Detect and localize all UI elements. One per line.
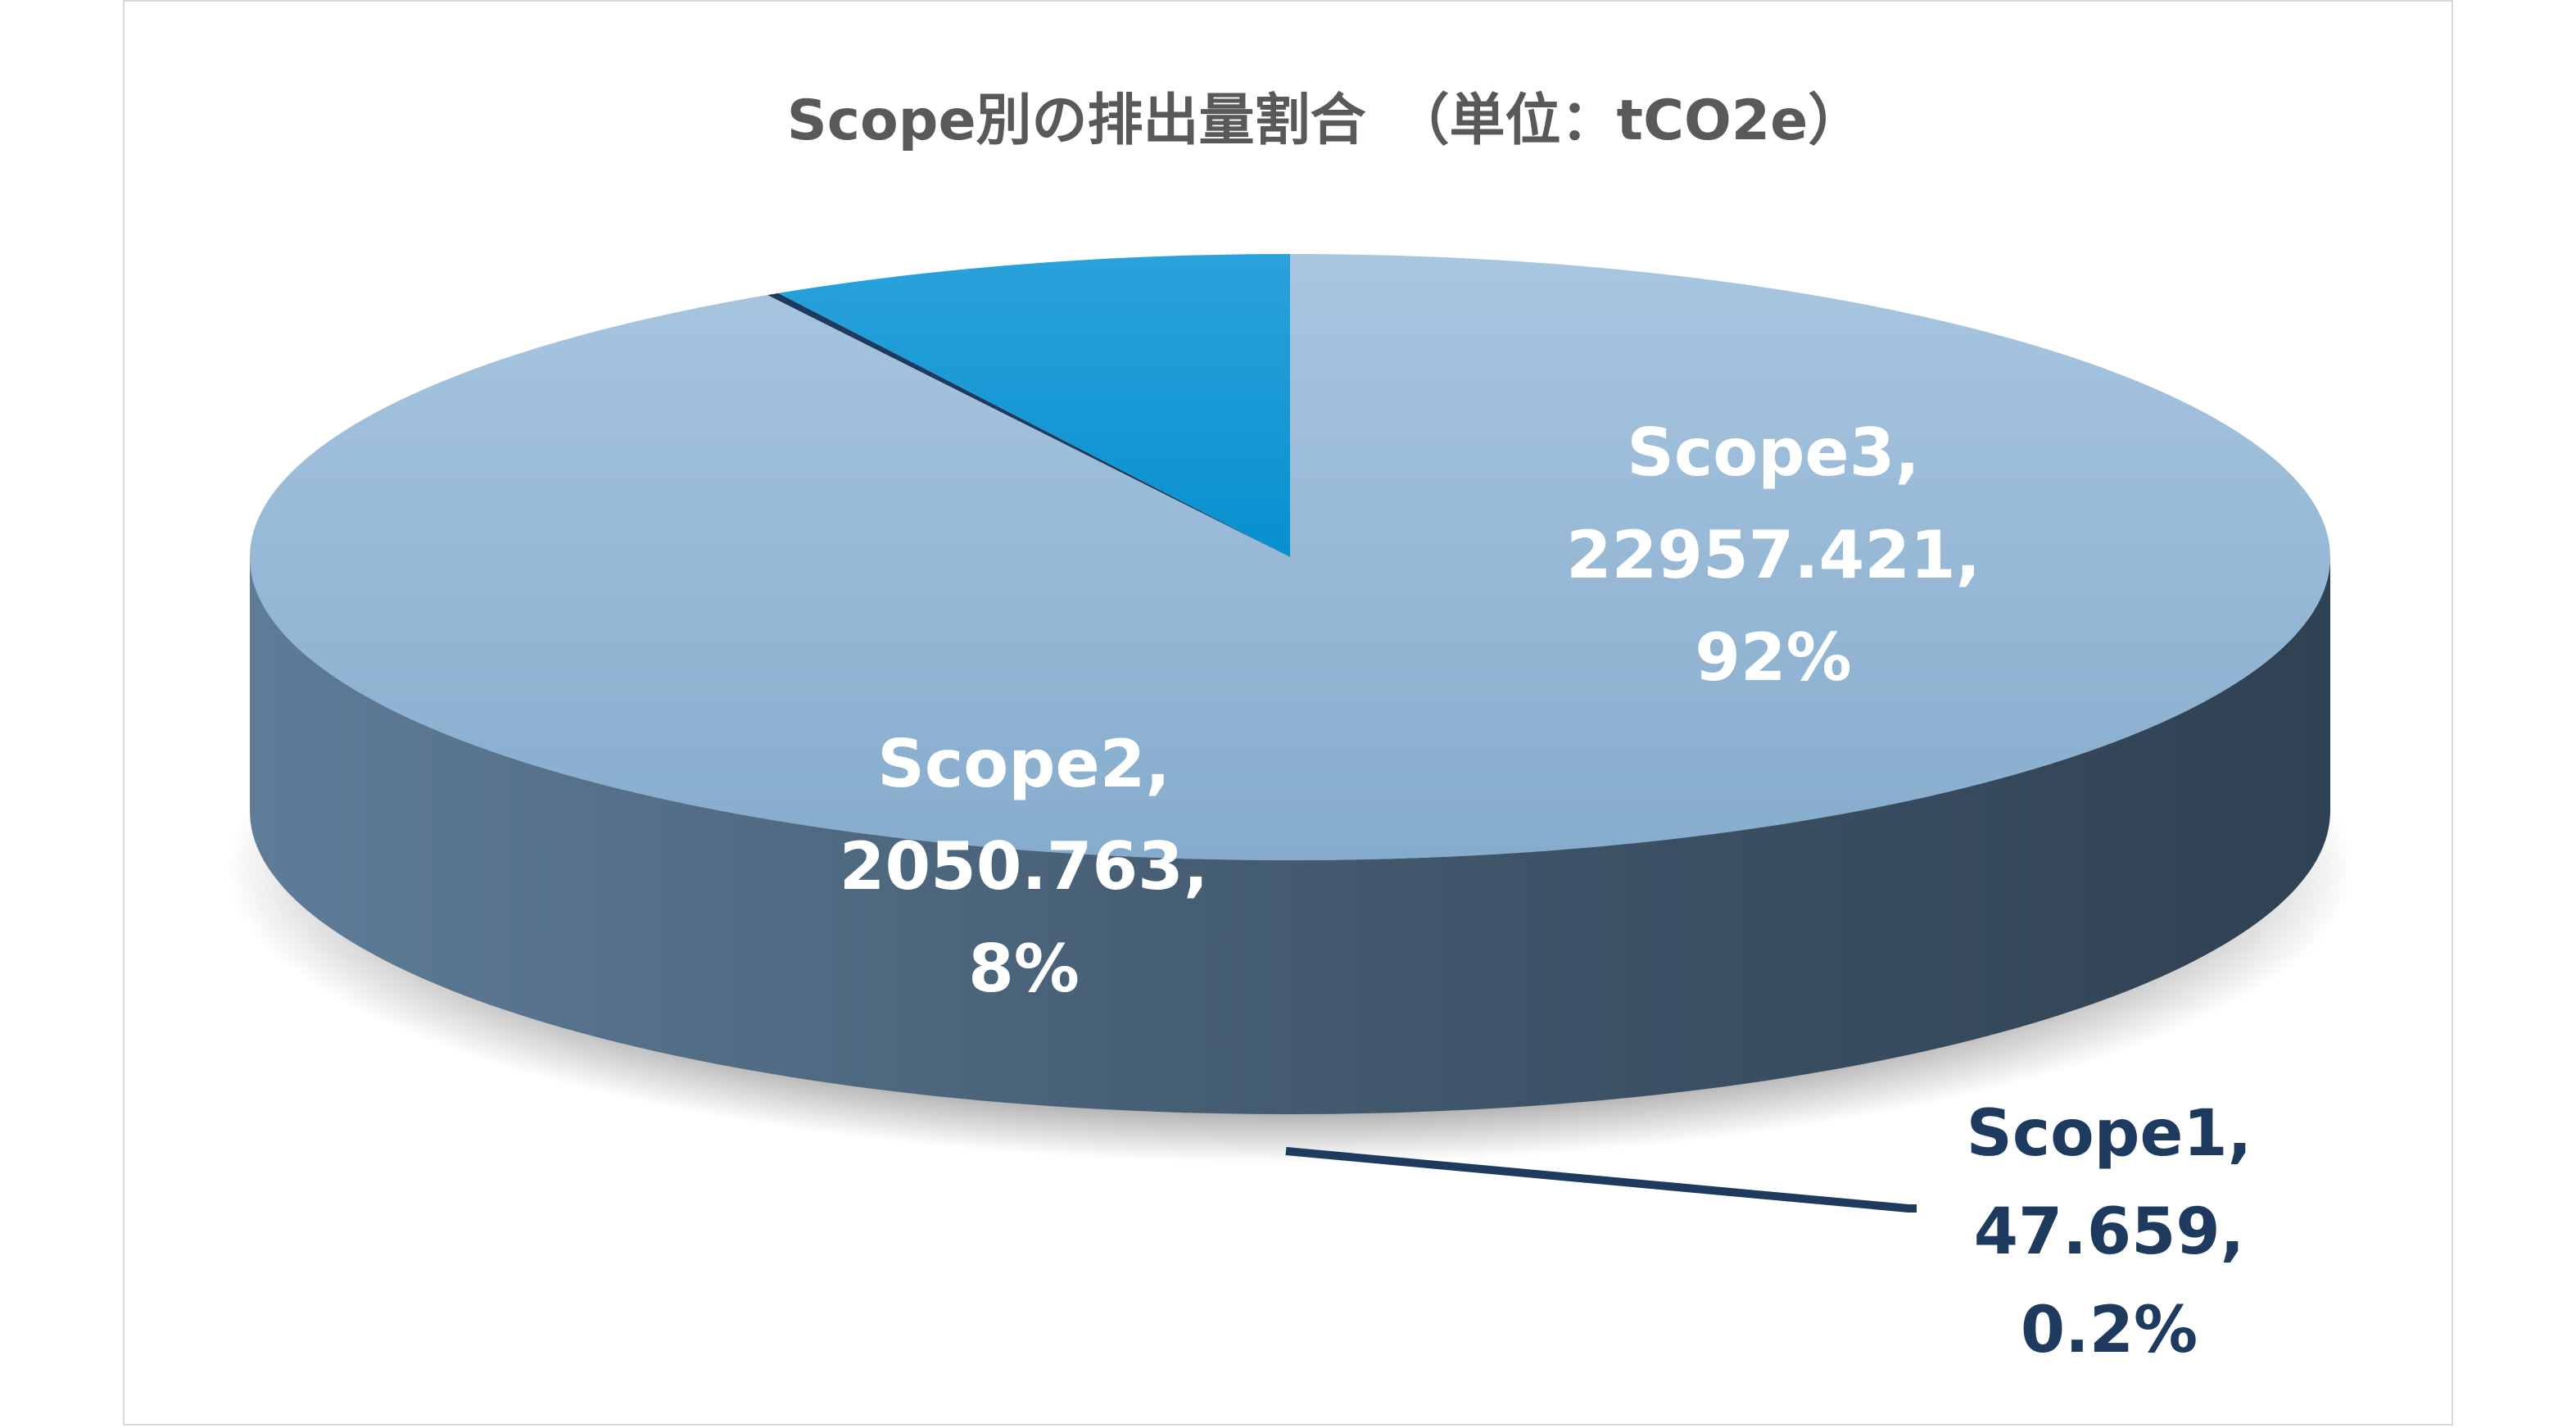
chart-title: Scope別の排出量割合 （単位：tCO2e） — [787, 88, 1863, 153]
label-scope3: Scope3, 22957.421, 92% — [1566, 415, 1981, 696]
slice-top-scope2 — [778, 254, 1290, 557]
label-scope3-line1: Scope3, — [1627, 415, 1920, 491]
label-scope3-line3: 92% — [1695, 619, 1851, 696]
slice-side-scope3 — [250, 557, 2330, 1114]
label-scope2: Scope2, 2050.763, 8% — [840, 726, 1208, 1007]
label-scope1-line3: 0.2% — [2021, 1294, 2198, 1367]
label-scope1: Scope1, 47.659, 0.2% — [1285, 1097, 2252, 1367]
label-scope2-line1: Scope2, — [877, 726, 1170, 802]
label-scope1-line1: Scope1, — [1967, 1097, 2252, 1171]
label-scope1-leader-line — [1285, 1147, 1917, 1213]
label-scope1-line2: 47.659, — [1974, 1195, 2245, 1269]
label-scope3-line2: 22957.421, — [1566, 517, 1981, 593]
pie-group — [250, 254, 2330, 1114]
label-scope2-line3: 8% — [968, 931, 1080, 1007]
label-scope2-line2: 2050.763, — [840, 828, 1208, 904]
slice-top-scope1 — [767, 292, 1290, 557]
